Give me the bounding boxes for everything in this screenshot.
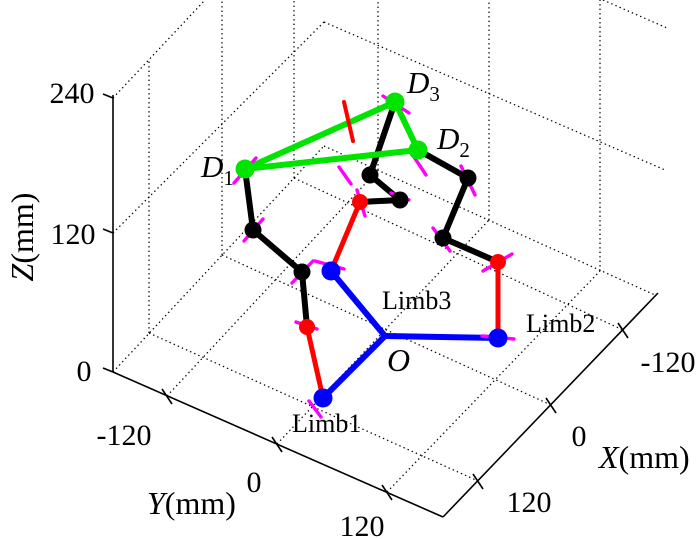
grid-line [221,254,552,406]
x-tick-label-120: 120 [507,486,552,519]
platform-vertex-dot [408,140,428,160]
limb-bar-link [250,227,305,275]
grid-line [386,270,601,493]
platform-vertex-dot [235,159,255,179]
revolute-joint-dot [293,263,311,281]
limb-bar-link [440,235,501,265]
actuator-joint-dot [352,194,368,210]
point-label-d1: D1 [200,149,234,190]
revolute-joint-dot [361,166,379,184]
axis-tick-mark [545,397,557,414]
limb-bar-link [299,269,310,330]
actuator-link [328,199,363,274]
grid-line [166,169,379,397]
axis-tick-mark [472,473,484,490]
revolute-joint-dot [391,191,409,209]
revolute-joint-dot [459,169,477,187]
axis-tick-mark [381,484,393,501]
limb-bar-link [242,166,256,233]
platform-edge-link [242,147,421,172]
axis-tick-mark [161,388,173,405]
z-axis-label: Z(mm) [4,193,40,282]
base-joint-dot [488,328,508,348]
labels: 2401200-1200120-1200120Y(mm)X(mm)Z(mm)D1… [4,65,696,539]
point-label-origin: O [387,342,410,378]
base-leg-link [328,268,388,339]
grid-lines [112,0,668,493]
z-tick-label-0: 0 [77,355,92,388]
grid-line [293,177,624,331]
grid-line [112,0,206,99]
axis-rulers [102,93,659,518]
y-tick-label-120: 120 [340,510,385,539]
base-joint-dot [313,388,333,408]
axis-tick-mark [271,436,283,453]
z-tick-label-120: 120 [51,218,96,251]
grid-line [602,0,668,29]
base-leg-link [320,333,388,401]
limb2-label: Limb2 [526,309,595,338]
joint-axis-tick [307,399,323,419]
axis-tick-mark [102,93,114,99]
axis-tick-mark [102,228,114,234]
base-joint-dot [321,261,341,281]
actuator-joint-dot [490,254,506,270]
limb3-label: Limb3 [382,286,451,315]
platform-vertex-dot [385,92,405,112]
revolute-joint-dot [434,229,452,247]
actuator-link [304,324,326,401]
platform-edge-link [242,99,398,172]
joint-axis-tick [337,165,353,186]
limb1-label: Limb1 [292,409,361,438]
joint-dots [235,92,508,408]
point-label-d2: D2 [436,121,470,162]
revolute-joint-dot [244,221,262,239]
z-tick-label-240: 240 [50,77,95,110]
axis-tick-mark [617,322,629,339]
limb-bar-link [367,99,398,178]
point-label-d3: D3 [406,65,440,106]
x-tick-label-0: 0 [572,420,587,453]
platform-marker [342,100,355,143]
y-tick-label-0: 0 [247,466,262,499]
y-tick-label-neg120: -120 [97,419,152,452]
limb-bar-link [415,147,471,181]
platform-red-marker [342,100,355,143]
x-axis-label: X(mm) [597,439,690,475]
grid-line [112,145,325,373]
grid-line [323,21,666,171]
x-tick-label-neg120: -120 [641,346,696,379]
actuator-joint-dot [299,319,315,335]
base-leg-link [382,333,501,341]
mechanism-links [242,99,501,401]
limb-bar-link [440,175,471,241]
axis-tick-mark [102,367,114,373]
y-axis-label: Y(mm) [147,485,236,521]
grid-line [112,21,325,234]
